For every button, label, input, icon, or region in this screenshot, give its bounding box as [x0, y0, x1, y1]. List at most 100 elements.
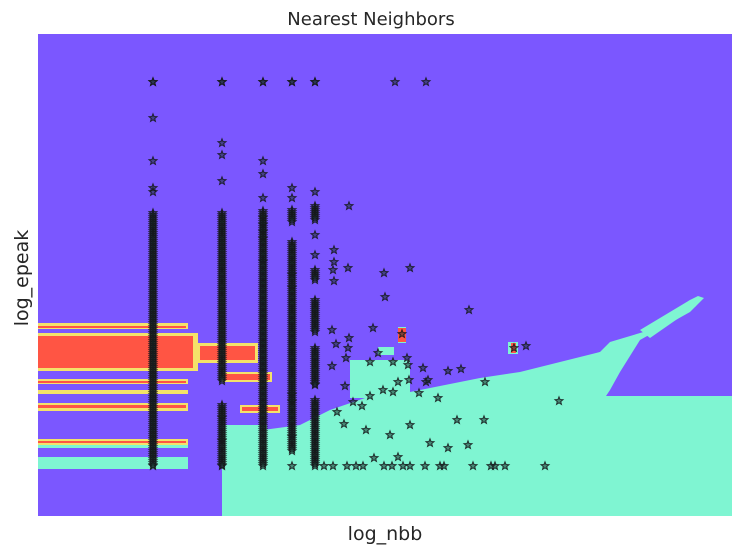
plot-area [38, 34, 732, 516]
data-point [216, 175, 228, 186]
data-point [343, 200, 355, 211]
chart-title: Nearest Neighbors [287, 9, 454, 30]
data-point [286, 192, 298, 203]
data-point [327, 460, 339, 471]
data-point [379, 291, 391, 302]
y-axis-label: log_epeak [11, 230, 33, 327]
data-point [368, 452, 380, 463]
data-point [386, 460, 398, 471]
data-point [384, 429, 396, 440]
data-points [147, 76, 565, 471]
data-point [147, 186, 159, 197]
data-point [328, 244, 340, 255]
data-point [330, 338, 342, 349]
data-point [402, 359, 414, 370]
data-point [342, 342, 354, 353]
data-point [392, 376, 404, 387]
data-point [257, 192, 269, 203]
data-point [318, 460, 330, 471]
data-point [328, 256, 340, 267]
data-point [257, 168, 269, 179]
data-point [553, 395, 565, 406]
data-point [413, 387, 425, 398]
data-point [309, 324, 321, 335]
data-point [339, 380, 351, 391]
data-point [326, 360, 338, 371]
data-point [340, 352, 352, 363]
data-point [286, 76, 298, 87]
data-point [286, 443, 298, 454]
data-point [364, 390, 376, 401]
data-point [216, 373, 228, 384]
data-point [462, 439, 474, 450]
data-point [309, 76, 321, 87]
data-point [401, 352, 413, 363]
data-point [309, 378, 321, 389]
data-point [508, 342, 520, 353]
data-point [479, 376, 491, 387]
data-point [432, 392, 444, 403]
x-axis-label: log_nbb [348, 523, 423, 545]
data-point [378, 267, 390, 278]
data-point [455, 363, 467, 374]
data-point [216, 459, 228, 470]
data-point [404, 262, 416, 273]
data-point [404, 419, 416, 430]
data-point [286, 214, 298, 225]
data-point [216, 76, 228, 87]
data-point [442, 442, 454, 453]
data-point [404, 460, 416, 471]
data-point [328, 275, 340, 286]
data-point [467, 460, 479, 471]
data-point [147, 76, 159, 87]
data-point [424, 437, 436, 448]
data-point [378, 460, 390, 471]
data-point [309, 186, 321, 197]
data-point [147, 155, 159, 166]
data-point [309, 229, 321, 240]
data-point [387, 356, 399, 367]
data-point [499, 460, 511, 471]
data-point [331, 406, 343, 417]
data-point [389, 76, 401, 87]
data-point [326, 324, 338, 335]
data-point [309, 212, 321, 223]
data-point [309, 272, 321, 283]
data-point [396, 328, 408, 339]
data-point [520, 340, 532, 351]
data-point [338, 418, 350, 429]
data-point [372, 347, 384, 358]
data-point [417, 362, 429, 373]
data-point [350, 460, 362, 471]
data-point [147, 112, 159, 123]
data-point [347, 396, 359, 407]
data-point [422, 374, 434, 385]
data-point [147, 459, 159, 470]
data-point [367, 322, 379, 333]
data-point [539, 460, 551, 471]
data-point [419, 460, 431, 471]
data-point [387, 386, 399, 397]
data-point [257, 155, 269, 166]
data-point [438, 460, 450, 471]
data-point [216, 137, 228, 148]
data-point [356, 400, 368, 411]
data-point [478, 414, 490, 425]
data-point [451, 414, 463, 425]
data-point [286, 182, 298, 193]
data-point [463, 304, 475, 315]
data-point [364, 356, 376, 367]
data-point [216, 149, 228, 160]
decision-region-bands [38, 323, 516, 445]
data-point [377, 384, 389, 395]
data-point [442, 365, 454, 376]
data-point [257, 458, 269, 469]
data-point [343, 332, 355, 343]
data-point [342, 262, 354, 273]
data-point [309, 249, 321, 260]
data-point [392, 451, 404, 462]
data-point [286, 460, 298, 471]
data-point [341, 460, 353, 471]
data-point [309, 458, 321, 469]
